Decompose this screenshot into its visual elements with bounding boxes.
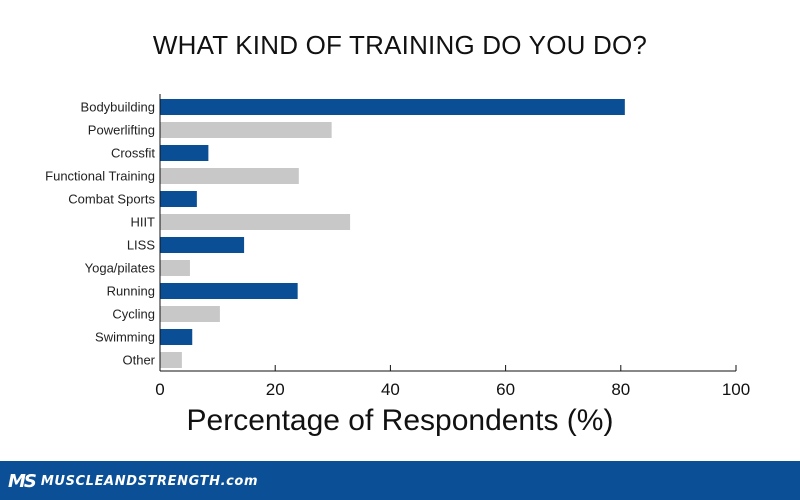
bar-bodybuilding: [160, 99, 625, 115]
ms-logo-icon: MS: [8, 470, 37, 492]
bar-yoga-pilates: [160, 260, 190, 276]
y-tick-label: Running: [107, 284, 155, 299]
bar-combat-sports: [160, 191, 197, 207]
x-axis: 0 20 40 60 80 100: [155, 94, 750, 399]
y-tick-label: Bodybuilding: [81, 100, 155, 115]
bar-functional-training: [160, 168, 299, 184]
x-tick-label: 0: [155, 380, 164, 399]
site-name: MUSCLEANDSTRENGTH.com: [40, 473, 259, 489]
y-tick-label: Combat Sports: [68, 192, 155, 207]
bar-crossfit: [160, 145, 209, 161]
site-logo-link[interactable]: MS MUSCLEANDSTRENGTH.com: [8, 470, 258, 492]
footer-bar: MS MUSCLEANDSTRENGTH.com: [0, 461, 800, 500]
y-tick-label: Crossfit: [111, 146, 155, 161]
bar-hiit: [160, 214, 351, 230]
x-tick-label: 80: [611, 380, 630, 399]
y-tick-labels: Bodybuilding Powerlifting Crossfit Function…: [45, 100, 156, 368]
y-tick-label: LISS: [127, 238, 156, 253]
y-tick-label: Cycling: [112, 307, 155, 322]
y-tick-label: Other: [122, 353, 155, 368]
y-tick-label: Functional Training: [45, 169, 155, 184]
y-tick-label: Powerlifting: [88, 123, 155, 138]
bar-powerlifting: [160, 122, 332, 138]
bar-other: [160, 352, 182, 368]
x-tick-label: 20: [266, 380, 285, 399]
bars-group: [160, 99, 625, 368]
bar-swimming: [160, 329, 193, 345]
bar-liss: [160, 237, 245, 253]
y-tick-label: Yoga/pilates: [85, 261, 156, 276]
bar-cycling: [160, 306, 220, 322]
y-tick-label: Swimming: [95, 330, 155, 345]
x-tick-label: 40: [381, 380, 400, 399]
x-tick-label: 100: [722, 380, 750, 399]
y-tick-label: HIIT: [130, 215, 155, 230]
x-tick-label: 60: [496, 380, 515, 399]
chart-title: WHAT KIND OF TRAINING DO YOU DO?: [152, 30, 648, 60]
x-axis-title: Percentage of Respondents (%): [0, 404, 800, 438]
bar-chart: Bodybuilding Powerlifting Crossfit Function…: [45, 94, 750, 399]
bar-running: [160, 283, 298, 299]
x-axis-title-text: Percentage of Respondents (%): [186, 404, 614, 437]
